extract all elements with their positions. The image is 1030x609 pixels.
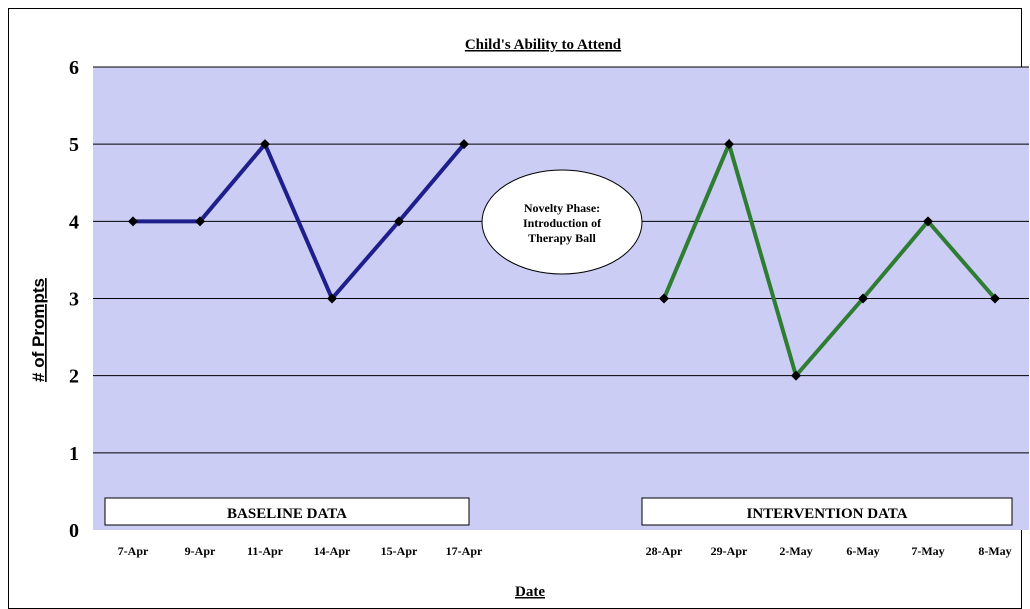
data-point-marker bbox=[858, 293, 868, 304]
intervention-data-label: INTERVENTION DATA bbox=[746, 506, 907, 522]
y-axis-label: # of Prompts bbox=[29, 278, 48, 382]
chart-title: Child's Ability to Attend bbox=[465, 37, 622, 53]
x-tick-label: 17-Apr bbox=[446, 544, 483, 558]
series-line-1 bbox=[133, 140, 466, 303]
series-line-2 bbox=[662, 138, 997, 380]
x-tick-labels: 7-Apr 9-Apr 11-Apr 14-Apr 15-Apr 17-Apr 28-Apr… bbox=[118, 544, 1012, 558]
x-tick-label: 7-May bbox=[911, 544, 944, 558]
data-point-marker bbox=[923, 216, 933, 227]
x-tick-label: 28-Apr bbox=[646, 544, 683, 558]
data-point-marker bbox=[128, 216, 138, 227]
y-tick-labels: 0 1 2 3 4 5 6 bbox=[69, 57, 79, 542]
x-tick-label: 11-Apr bbox=[247, 544, 284, 558]
x-tick-label: 14-Apr bbox=[314, 544, 351, 558]
baseline-data-label: BASELINE DATA bbox=[227, 506, 347, 522]
y-tick-label: 4 bbox=[69, 211, 79, 233]
data-point-marker bbox=[195, 216, 205, 227]
y-tick-label: 6 bbox=[69, 57, 79, 79]
phase-note-line-1: Novelty Phase: bbox=[524, 201, 600, 215]
x-tick-label: 8-May bbox=[978, 544, 1011, 558]
data-point-marker bbox=[394, 216, 404, 227]
gridlines bbox=[93, 66, 1029, 454]
novelty-phase-callout: Novelty Phase: Introduction of Therapy B… bbox=[481, 169, 643, 275]
y-tick-label: 1 bbox=[69, 443, 79, 465]
x-tick-label: 6-May bbox=[846, 544, 879, 558]
x-tick-label: 7-Apr bbox=[118, 544, 149, 558]
series-layer bbox=[128, 138, 1000, 381]
data-point-marker bbox=[659, 293, 669, 304]
data-point-marker bbox=[327, 293, 337, 304]
x-tick-label: 2-May bbox=[779, 544, 812, 558]
y-tick-label: 2 bbox=[69, 366, 79, 388]
phase-note-line-3: Therapy Ball bbox=[528, 231, 596, 245]
data-point-marker bbox=[459, 139, 469, 150]
data-point-marker bbox=[724, 139, 734, 150]
phase-note-line-2: Introduction of bbox=[523, 216, 602, 230]
x-tick-label: 9-Apr bbox=[185, 544, 216, 558]
y-tick-label: 0 bbox=[69, 520, 79, 542]
data-point-marker bbox=[260, 139, 270, 150]
y-tick-label: 5 bbox=[69, 134, 79, 156]
data-point-marker bbox=[791, 370, 801, 381]
intervention-data-box: INTERVENTION DATA bbox=[641, 497, 1013, 526]
x-axis-label: Date bbox=[515, 584, 545, 600]
x-tick-label: 15-Apr bbox=[381, 544, 418, 558]
baseline-data-box: BASELINE DATA bbox=[104, 497, 470, 526]
y-tick-label: 3 bbox=[69, 289, 79, 311]
data-point-marker bbox=[990, 293, 1000, 304]
x-tick-label: 29-Apr bbox=[711, 544, 748, 558]
